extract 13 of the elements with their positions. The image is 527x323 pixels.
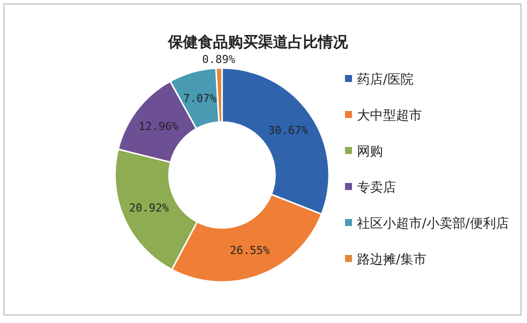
legend-label: 网购 xyxy=(357,144,383,160)
data-label: 26.55% xyxy=(230,244,270,257)
legend-label: 专卖店 xyxy=(357,180,396,196)
legend-label: 大中型超市 xyxy=(357,108,422,124)
data-label: 20.92% xyxy=(129,201,170,214)
legend-label: 药店/医院 xyxy=(357,72,414,88)
legend-label: 路边摊/集市 xyxy=(357,252,426,268)
data-label: 7.07% xyxy=(183,92,217,105)
data-label: 30.67% xyxy=(268,124,308,137)
legend-label: 社区小超市/小卖部/便利店 xyxy=(357,216,509,232)
data-label: 12.96% xyxy=(138,120,179,134)
data-label: 0.89% xyxy=(202,52,236,66)
chart-title: 保健食品购买渠道占比情况 xyxy=(167,33,349,51)
